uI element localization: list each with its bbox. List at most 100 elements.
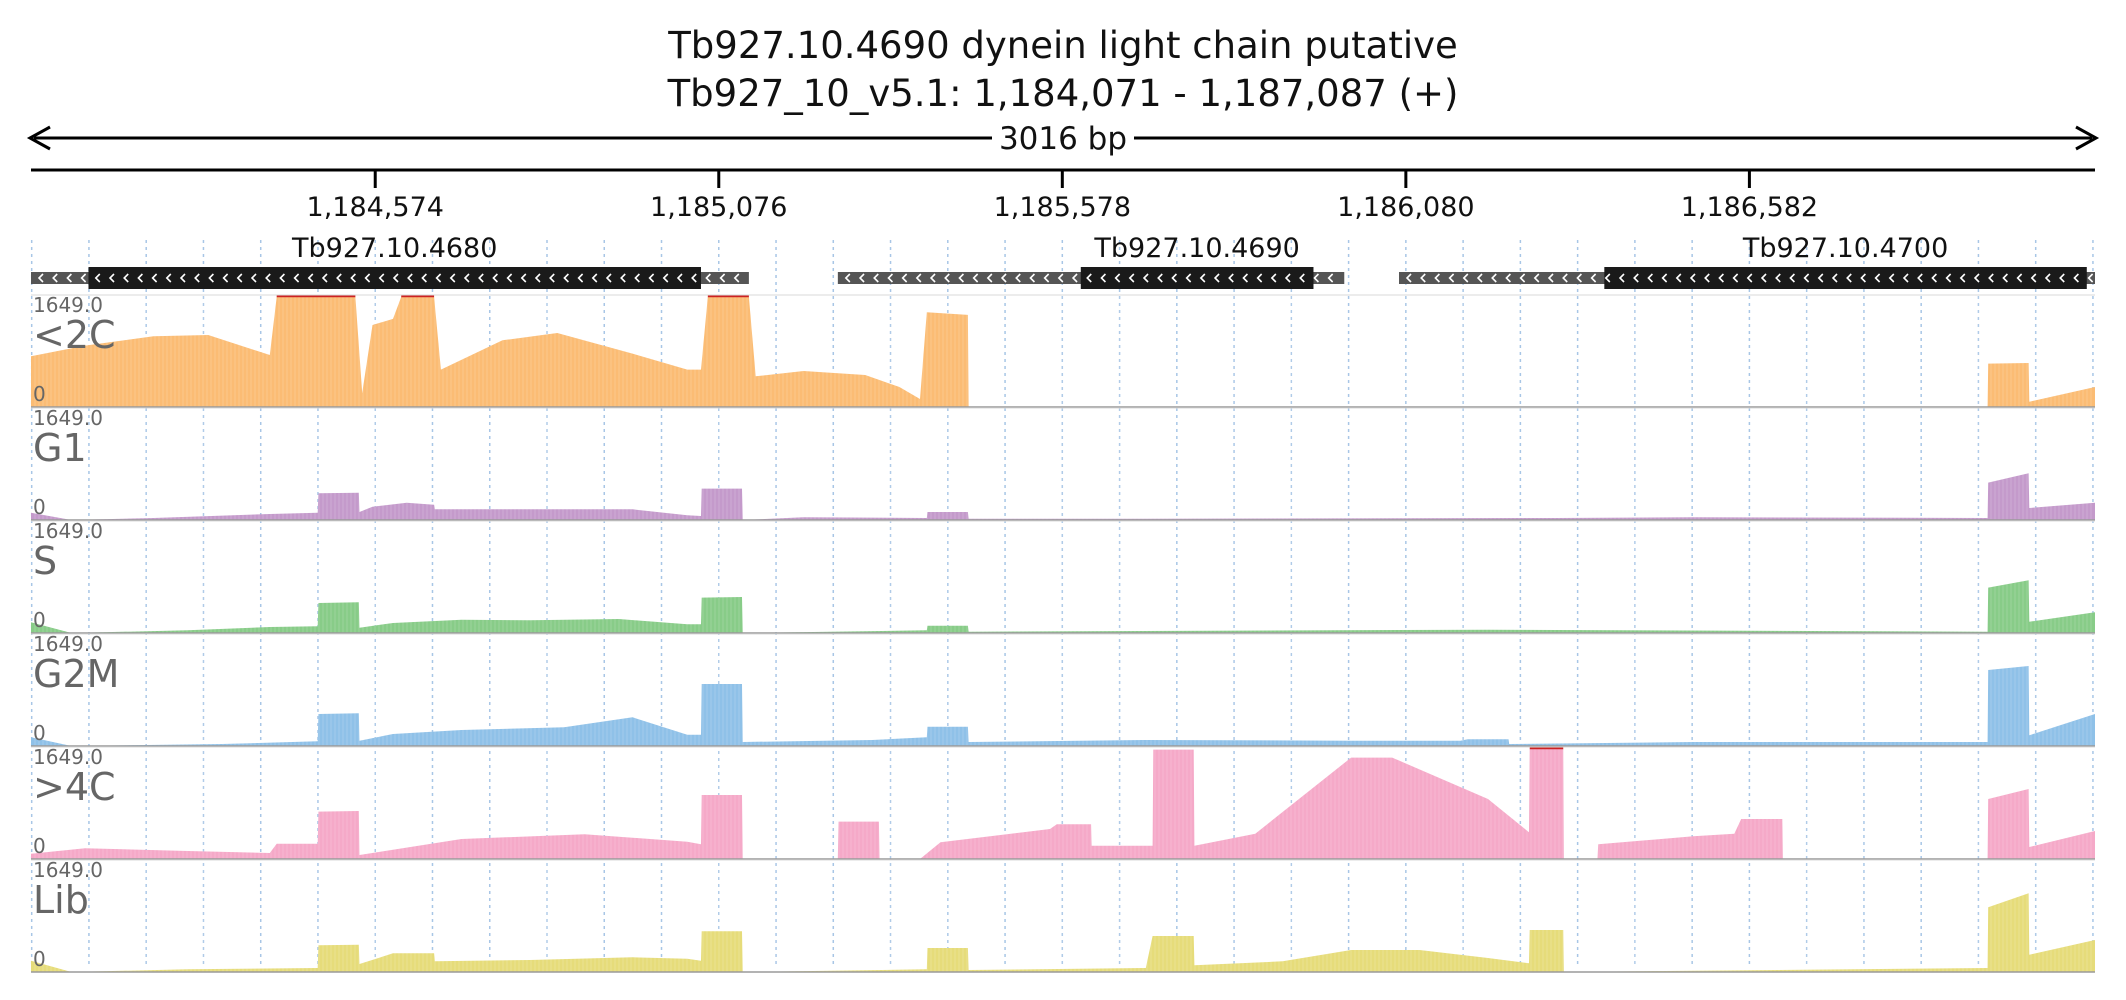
strand-chevron bbox=[844, 273, 851, 283]
strand-chevron bbox=[1846, 273, 1852, 283]
strand-chevron bbox=[1284, 273, 1291, 283]
strand-chevron bbox=[1547, 273, 1554, 283]
strand-chevron bbox=[1405, 273, 1412, 283]
strand-chevron bbox=[2002, 273, 2008, 283]
span-arrow-right-head bbox=[2075, 125, 2100, 151]
coverage-area bbox=[31, 749, 2095, 859]
strand-chevron bbox=[549, 273, 555, 283]
coverage-track: 1649.0 0 S bbox=[31, 519, 2095, 634]
strand-chevron bbox=[1142, 273, 1149, 283]
strand-chevron bbox=[1128, 273, 1135, 283]
gene-label: Tb927.10.4690 bbox=[1093, 233, 1299, 264]
strand-chevron bbox=[1718, 273, 1724, 283]
strand-chevron bbox=[208, 273, 214, 283]
strand-chevron bbox=[1988, 273, 1994, 283]
strand-chevron bbox=[1775, 273, 1781, 283]
strand-chevron bbox=[1704, 273, 1710, 283]
strand-chevron bbox=[719, 273, 726, 283]
track-min-label: 0 bbox=[33, 608, 46, 632]
track-name-label: Lib bbox=[33, 878, 89, 922]
strand-chevron bbox=[1256, 273, 1263, 283]
strand-chevron bbox=[1434, 273, 1440, 283]
strand-chevron bbox=[1590, 273, 1597, 283]
coverage-area bbox=[31, 473, 2095, 520]
strand-chevron bbox=[1000, 273, 1007, 283]
span-arrow-left-head bbox=[26, 125, 51, 151]
strand-chevron bbox=[520, 273, 527, 283]
strand-chevron bbox=[1242, 273, 1249, 283]
strand-chevron bbox=[1043, 273, 1050, 283]
strand-chevron bbox=[691, 273, 697, 283]
strand-chevron bbox=[165, 273, 172, 283]
strand-chevron bbox=[1533, 273, 1540, 283]
strand-chevron bbox=[52, 273, 58, 283]
strand-chevron bbox=[1959, 273, 1966, 283]
strand-chevron bbox=[873, 273, 879, 283]
track-min-label: 0 bbox=[33, 382, 46, 406]
strand-chevron bbox=[2044, 273, 2051, 283]
strand-chevron bbox=[1270, 273, 1277, 283]
strand-chevron bbox=[492, 273, 498, 283]
coverage-track: 1649.0 0 <2C bbox=[31, 293, 2095, 408]
strand-chevron bbox=[2059, 273, 2065, 283]
strand-chevron bbox=[2016, 273, 2023, 283]
strand-chevron bbox=[1789, 273, 1795, 283]
strand-chevron bbox=[1576, 273, 1582, 283]
coverage-track: 1649.0 0 Lib bbox=[31, 858, 2095, 973]
coverage-track: 1649.0 0 G1 bbox=[31, 406, 2095, 521]
coverage-track: 1649.0 0 G2M bbox=[31, 632, 2095, 747]
span-length-label: 3016 bp bbox=[999, 121, 1127, 157]
strand-chevron bbox=[705, 273, 711, 283]
coverage-track: 1649.0 0 >4C bbox=[31, 745, 2095, 860]
gene-cds-bar bbox=[1080, 267, 1314, 289]
track-max-label: 1649.0 bbox=[33, 632, 103, 656]
x-tick-label: 1,186,080 bbox=[1337, 192, 1474, 223]
strand-chevron bbox=[478, 273, 484, 283]
strand-chevron bbox=[1817, 273, 1824, 283]
strand-chevron bbox=[1732, 273, 1739, 283]
strand-chevron bbox=[2030, 273, 2037, 283]
strand-chevron bbox=[1931, 273, 1937, 283]
strand-chevron bbox=[915, 273, 922, 283]
strand-chevron bbox=[1171, 273, 1178, 283]
strand-chevron bbox=[421, 273, 427, 283]
track-max-label: 1649.0 bbox=[33, 406, 103, 430]
strand-chevron bbox=[194, 273, 200, 283]
strand-chevron bbox=[1462, 273, 1469, 283]
strand-chevron bbox=[662, 273, 669, 283]
chart-title: Tb927.10.4690 dynein light chain putativ… bbox=[667, 24, 1458, 67]
strand-chevron bbox=[1689, 273, 1696, 283]
track-name-label: G2M bbox=[33, 652, 119, 696]
track-name-label: >4C bbox=[33, 765, 116, 809]
strand-chevron bbox=[1562, 273, 1568, 283]
strand-chevron bbox=[858, 273, 865, 283]
strand-chevron bbox=[265, 273, 271, 283]
track-max-label: 1649.0 bbox=[33, 745, 103, 769]
strand-chevron bbox=[137, 273, 143, 283]
strand-chevron bbox=[80, 273, 87, 283]
strand-chevron bbox=[236, 273, 243, 283]
strand-chevron bbox=[1114, 273, 1121, 283]
strand-chevron bbox=[577, 273, 584, 283]
gene-cds-bar bbox=[1604, 267, 2087, 289]
strand-chevron bbox=[66, 273, 72, 283]
strand-chevron bbox=[1661, 273, 1668, 283]
strand-chevron bbox=[944, 273, 950, 283]
strand-chevron bbox=[1618, 273, 1625, 283]
strand-chevron bbox=[1086, 273, 1092, 283]
gene-label: Tb927.10.4700 bbox=[1742, 233, 1948, 264]
strand-chevron bbox=[887, 273, 894, 283]
x-tick-label: 1,185,578 bbox=[994, 192, 1131, 223]
track-min-label: 0 bbox=[33, 947, 46, 971]
strand-chevron bbox=[1313, 273, 1320, 283]
strand-chevron bbox=[1199, 273, 1206, 283]
strand-chevron bbox=[2073, 273, 2079, 283]
strand-chevron bbox=[151, 273, 158, 283]
strand-chevron bbox=[1228, 273, 1234, 283]
strand-chevron bbox=[1029, 273, 1036, 283]
track-max-label: 1649.0 bbox=[33, 519, 103, 543]
strand-chevron bbox=[534, 273, 541, 283]
x-axis-ticks: 1,184,574 1,185,076 1,185,578 1,186,080 1,18… bbox=[307, 170, 1818, 223]
strand-chevron bbox=[1760, 273, 1767, 283]
coverage-area bbox=[31, 297, 2095, 407]
